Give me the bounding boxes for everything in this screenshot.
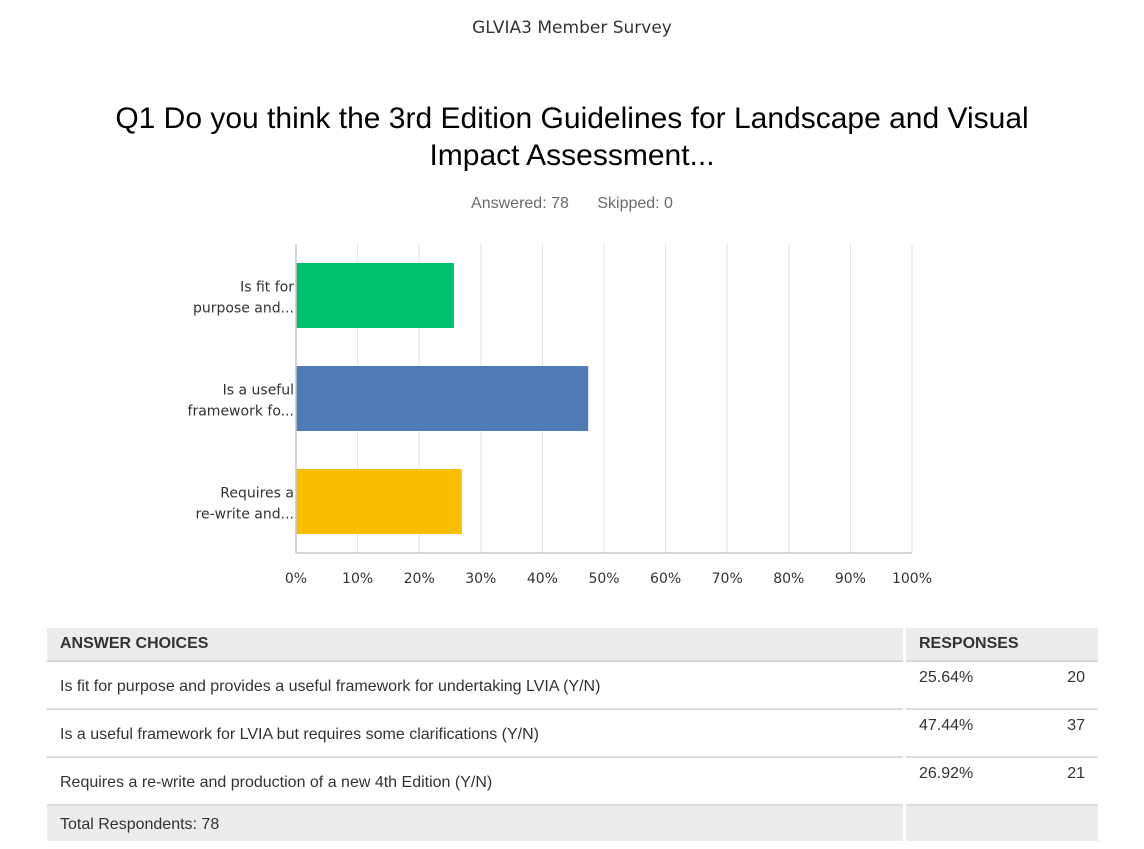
response-count: 37 bbox=[1037, 709, 1098, 758]
answer-choices-header: ANSWER CHOICES bbox=[47, 628, 905, 662]
answer-choice: Is a useful framework for LVIA but requi… bbox=[47, 709, 905, 758]
bar bbox=[296, 366, 589, 431]
chart-category-labels: Is fit for purpose and... Is a useful frame… bbox=[188, 280, 295, 523]
x-tick-label: 40% bbox=[527, 571, 558, 587]
chart-axes bbox=[295, 244, 912, 554]
table-row: Is fit for purpose and provides a useful… bbox=[47, 661, 1098, 710]
total-respondents: Total Respondents: 78 bbox=[47, 805, 905, 841]
survey-title: GLVIA3 Member Survey bbox=[472, 18, 672, 38]
response-count: 21 bbox=[1037, 757, 1098, 806]
x-tick-label: 80% bbox=[773, 571, 804, 587]
response-stats: Answered: 78 Skipped: 0 bbox=[0, 195, 1144, 213]
answer-choice: Is fit for purpose and provides a useful… bbox=[47, 661, 905, 710]
table-header-row: ANSWER CHOICES RESPONSES bbox=[47, 628, 1098, 662]
response-percent: 25.64% bbox=[903, 661, 1038, 710]
answered-count: Answered: 78 bbox=[471, 195, 569, 212]
x-tick-label: 100% bbox=[892, 571, 932, 587]
category-label: Is a useful framework fo... bbox=[188, 383, 294, 420]
question-title: Q1 Do you think the 3rd Edition Guidelin… bbox=[115, 102, 1029, 172]
response-count: 20 bbox=[1037, 661, 1098, 710]
total-row: Total Respondents: 78 bbox=[47, 805, 1098, 841]
table-row: Is a useful framework for LVIA but requi… bbox=[47, 709, 1098, 758]
x-tick-label: 20% bbox=[404, 571, 435, 587]
total-empty-cell bbox=[903, 805, 1098, 841]
x-tick-label: 70% bbox=[712, 571, 743, 587]
x-tick-label: 10% bbox=[342, 571, 373, 587]
x-tick-label: 0% bbox=[285, 571, 307, 587]
category-label: Requires a re-write and... bbox=[196, 486, 294, 523]
bar bbox=[296, 263, 454, 328]
response-percent: 26.92% bbox=[903, 757, 1038, 806]
x-tick-label: 90% bbox=[835, 571, 866, 587]
chart-bars bbox=[296, 263, 589, 534]
skipped-count: Skipped: 0 bbox=[597, 195, 673, 212]
x-tick-label: 60% bbox=[650, 571, 681, 587]
x-tick-label: 50% bbox=[588, 571, 619, 587]
response-percent: 47.44% bbox=[903, 709, 1038, 758]
x-tick-label: 30% bbox=[465, 571, 496, 587]
chart-tick-labels: 0% 10% 20% 30% 40% 50% 60% 70% 80% 90% 100% bbox=[285, 571, 932, 587]
table-row: Requires a re-write and production of a … bbox=[47, 757, 1098, 806]
category-label: Is fit for purpose and... bbox=[193, 280, 294, 317]
bar bbox=[296, 469, 462, 534]
answer-choice: Requires a re-write and production of a … bbox=[47, 757, 905, 806]
bar-chart: Is fit for purpose and... Is a useful frame… bbox=[188, 244, 932, 587]
responses-table: ANSWER CHOICES RESPONSES Is fit for purp… bbox=[47, 628, 1098, 841]
responses-header: RESPONSES bbox=[903, 628, 1098, 662]
